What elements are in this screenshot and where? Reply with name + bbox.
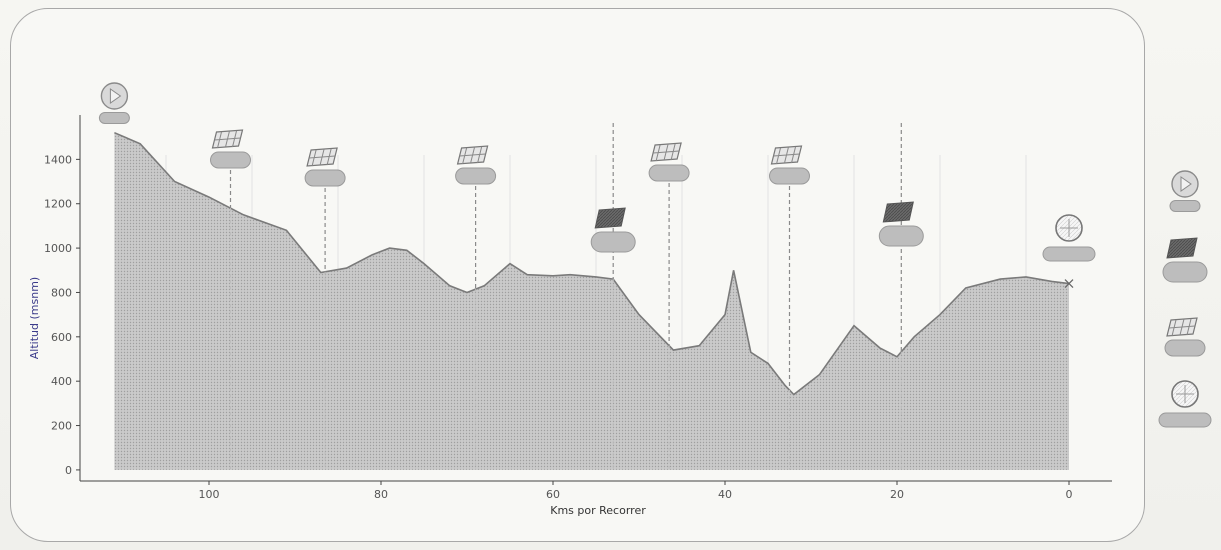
x-tick-label: 40	[718, 488, 732, 501]
start-icon	[98, 82, 130, 124]
finish-cross	[1176, 385, 1194, 403]
climb-badge	[1162, 261, 1208, 283]
x-axis-label: Kms por Recorrer	[550, 504, 646, 517]
y-tick-label: 800	[51, 286, 72, 299]
sprint-flag-grid	[459, 146, 486, 165]
sprint-icon	[769, 145, 810, 185]
y-tick-label: 0	[65, 464, 72, 477]
y-tick-label: 1000	[44, 242, 72, 255]
x-tick-label: 20	[890, 488, 904, 501]
sprint-flag-grid	[309, 148, 336, 167]
x-tick-label: 0	[1066, 488, 1073, 501]
sprint-flag-grid	[773, 146, 800, 165]
x-tick-label: 80	[374, 488, 388, 501]
climb-badge	[878, 225, 924, 247]
elevation-area	[114, 131, 1074, 470]
x-tick-label: 60	[546, 488, 560, 501]
climb-flag-shape	[594, 207, 626, 229]
start-play-arrow	[1180, 176, 1192, 192]
sprint-icon	[210, 129, 251, 169]
sprint-badge	[648, 164, 690, 182]
sprint-flag-grid	[214, 130, 241, 149]
y-tick-label: 400	[51, 375, 72, 388]
x-tick-label: 100	[199, 488, 220, 501]
y-tick-label: 1400	[44, 153, 72, 166]
start-play-arrow	[109, 88, 122, 104]
legend	[1158, 170, 1212, 428]
marker-icons	[98, 82, 1096, 262]
sprint-icon	[304, 147, 346, 187]
climb-badge	[590, 231, 636, 253]
marker-dashed-lines	[229, 123, 902, 470]
finish-badge	[1158, 412, 1212, 428]
finish-x-mark	[1064, 279, 1074, 289]
elevation-fill	[114, 132, 1069, 470]
sprint-icon	[1164, 317, 1206, 357]
sprint-badge	[1164, 339, 1206, 357]
finish-icon	[1158, 380, 1212, 428]
sprint-badge	[210, 151, 251, 169]
y-tick-label: 600	[51, 331, 72, 344]
sprint-badge	[769, 167, 810, 185]
start-badge	[98, 112, 130, 124]
sprint-flag-grid	[653, 143, 680, 162]
climb-icon	[590, 207, 636, 253]
sprint-badge	[455, 167, 497, 185]
climb-flag-shape	[882, 201, 914, 223]
climb-flag-shape	[1166, 237, 1198, 259]
sprint-icon	[648, 142, 690, 182]
finish-icon	[1042, 214, 1096, 262]
start-icon	[1169, 170, 1201, 212]
sprint-badge	[304, 169, 346, 187]
sprint-icon	[455, 145, 497, 185]
y-tick-label: 200	[51, 420, 72, 433]
start-badge	[1169, 200, 1201, 212]
climb-icon	[878, 201, 924, 247]
sprint-flag-grid	[1168, 318, 1196, 337]
climb-icon	[1162, 237, 1208, 283]
y-axis-label: Altitud (msnm)	[28, 277, 41, 359]
finish-badge	[1042, 246, 1096, 262]
finish-cross	[1060, 219, 1078, 237]
y-tick-label: 1200	[44, 198, 72, 211]
